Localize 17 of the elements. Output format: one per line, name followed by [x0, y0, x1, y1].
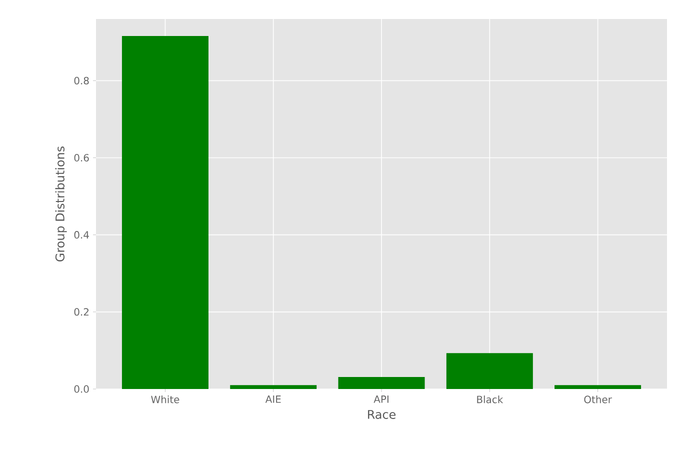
bar	[338, 377, 425, 389]
y-axis-title: Group Distributions	[55, 146, 67, 262]
bar	[446, 353, 533, 389]
bar	[554, 385, 642, 389]
bar	[230, 385, 317, 389]
x-tick-label: Other	[584, 396, 612, 404]
y-tick-label: 0.4	[74, 231, 89, 239]
x-axis-title: Race	[368, 410, 396, 419]
bar	[122, 36, 208, 389]
x-tick-label: White	[151, 396, 180, 404]
y-tick-label: 0.6	[74, 154, 89, 162]
y-tick-label: 0.2	[74, 308, 88, 316]
y-tick-label: 0.0	[74, 385, 89, 393]
y-tick-label: 0.8	[74, 76, 89, 84]
x-tick-label: Black	[477, 396, 504, 404]
x-tick-label: API	[374, 396, 388, 403]
x-tick-label: AIE	[265, 396, 281, 403]
